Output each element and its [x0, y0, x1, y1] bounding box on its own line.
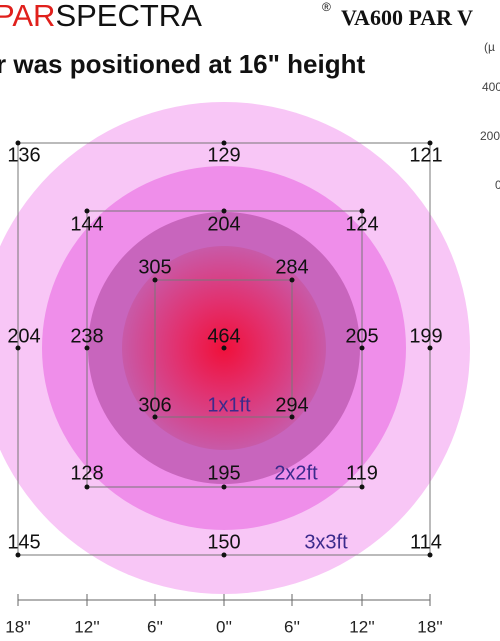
reading: 121 — [409, 144, 442, 166]
sample-point — [152, 414, 158, 420]
sample-point — [221, 345, 227, 351]
reading: 306 — [138, 394, 171, 416]
brand-black: SPECTRA — [55, 0, 202, 33]
sample-point — [84, 345, 90, 351]
sample-point — [152, 277, 158, 283]
sample-point — [427, 345, 433, 351]
legend: (µ 400 200 0 — [480, 40, 500, 192]
reading: 144 — [70, 213, 103, 235]
reading: 464 — [207, 325, 240, 347]
x-tick-label: 6'' — [284, 617, 300, 636]
sample-point — [221, 484, 227, 490]
reading: 128 — [70, 462, 103, 484]
sample-point — [84, 484, 90, 490]
sample-point — [15, 345, 21, 351]
x-tick-label: 18'' — [417, 617, 442, 636]
sample-point — [289, 414, 295, 420]
reading: 145 — [7, 531, 40, 553]
reading: 305 — [138, 256, 171, 278]
sample-point — [221, 140, 227, 146]
reading: 204 — [7, 325, 40, 347]
sample-point — [289, 277, 295, 283]
reading: 284 — [275, 256, 308, 278]
x-tick-label: 12'' — [74, 617, 99, 636]
reading: 114 — [410, 531, 442, 553]
brand: PARSPECTRA — [0, 0, 202, 33]
x-tick-label: 6'' — [147, 617, 163, 636]
sample-point — [427, 552, 433, 558]
zone-label: 2x2ft — [274, 462, 318, 484]
sample-point — [427, 140, 433, 146]
sample-point — [221, 552, 227, 558]
legend-tick: 200 — [480, 129, 500, 143]
sample-point — [15, 552, 21, 558]
reading: 238 — [70, 325, 103, 347]
sample-point — [15, 140, 21, 146]
sample-point — [359, 345, 365, 351]
sample-point — [359, 484, 365, 490]
sample-point — [221, 208, 227, 214]
x-tick-label: 0'' — [216, 617, 232, 636]
brand-red: PAR — [0, 0, 55, 33]
zone-label: 1x1ft — [207, 394, 251, 416]
reading: 136 — [7, 144, 40, 166]
reading: 204 — [207, 213, 240, 235]
intensity-rings — [0, 102, 470, 594]
legend-tick: 0 — [495, 178, 500, 192]
header: PARSPECTRA ® VA600 PAR V r was positione… — [0, 0, 473, 79]
subtitle: r was positioned at 16" height — [0, 49, 366, 79]
reading: 119 — [346, 462, 378, 484]
reading: 195 — [207, 462, 240, 484]
reading: 294 — [275, 394, 308, 416]
registered: ® — [322, 0, 331, 14]
reading: 205 — [345, 325, 378, 347]
zone-1x1 — [154, 279, 293, 418]
reading: 199 — [409, 325, 442, 347]
reading: 129 — [207, 144, 240, 166]
legend-tick: 400 — [482, 80, 500, 94]
model: VA600 PAR V — [341, 5, 473, 30]
x-tick-label: 12'' — [349, 617, 374, 636]
reading: 150 — [207, 531, 240, 553]
sample-point — [359, 208, 365, 214]
legend-unit: (µ — [484, 40, 495, 54]
x-tick-label: 18'' — [5, 617, 30, 636]
reading: 124 — [345, 213, 378, 235]
sample-point — [84, 208, 90, 214]
zone-label: 3x3ft — [304, 531, 348, 553]
